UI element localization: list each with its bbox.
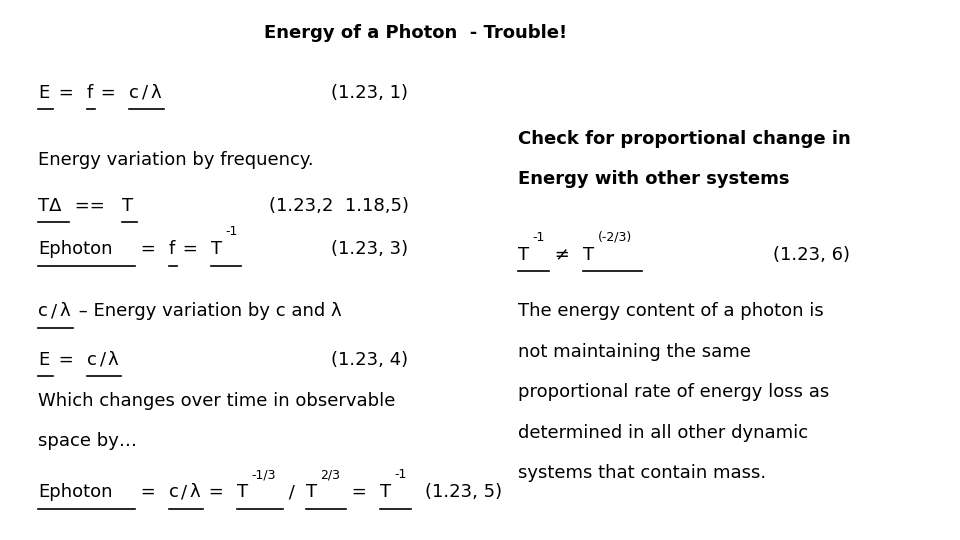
Text: c: c (38, 302, 48, 320)
Text: /: / (181, 483, 187, 501)
Text: =: = (204, 483, 229, 501)
Text: not maintaining the same: not maintaining the same (518, 343, 752, 361)
Text: c: c (87, 351, 97, 369)
Text: Energy with other systems: Energy with other systems (518, 170, 790, 188)
Text: f: f (169, 240, 175, 258)
Text: λ: λ (60, 302, 70, 320)
Text: λ: λ (189, 483, 200, 501)
Text: =: = (134, 240, 161, 258)
Text: (1.23, 1): (1.23, 1) (331, 84, 408, 102)
Text: (1.23, 4): (1.23, 4) (331, 351, 408, 369)
Text: =: = (177, 240, 204, 258)
Text: T: T (237, 483, 249, 501)
Text: (1.23,2  1.18,5): (1.23,2 1.18,5) (269, 197, 409, 215)
Text: The energy content of a photon is: The energy content of a photon is (518, 302, 824, 320)
Text: proportional rate of energy loss as: proportional rate of energy loss as (518, 383, 829, 401)
Text: -1: -1 (533, 231, 545, 244)
Text: 2/3: 2/3 (321, 468, 341, 481)
Text: E: E (38, 84, 50, 102)
Text: T: T (583, 246, 594, 264)
Text: =: = (134, 483, 161, 501)
Text: =: = (95, 84, 122, 102)
Text: c: c (169, 483, 179, 501)
Text: =: = (53, 84, 80, 102)
Text: E: E (38, 351, 50, 369)
Text: space by…: space by… (38, 432, 137, 450)
Text: T: T (518, 246, 530, 264)
Text: determined in all other dynamic: determined in all other dynamic (518, 424, 808, 442)
Text: f: f (87, 84, 93, 102)
Text: =: = (53, 351, 80, 369)
Text: -1: -1 (226, 225, 238, 238)
Text: ≠: ≠ (549, 246, 575, 264)
Text: -1: -1 (395, 468, 407, 481)
Text: (1.23, 3): (1.23, 3) (331, 240, 408, 258)
Text: c: c (130, 84, 139, 102)
Text: Ephoton: Ephoton (38, 240, 113, 258)
Text: (-2/3): (-2/3) (597, 231, 632, 244)
Text: =: = (347, 483, 372, 501)
Text: (1.23, 6): (1.23, 6) (773, 246, 850, 264)
Text: Energy variation by frequency.: Energy variation by frequency. (38, 151, 314, 169)
Text: λ: λ (108, 351, 118, 369)
Text: Ephoton: Ephoton (38, 483, 113, 501)
Text: Which changes over time in observable: Which changes over time in observable (38, 392, 396, 409)
Text: /: / (142, 84, 148, 102)
Text: TΔ: TΔ (38, 197, 61, 215)
Text: T: T (306, 483, 317, 501)
Text: T: T (122, 197, 133, 215)
Text: T: T (380, 483, 392, 501)
Text: λ: λ (150, 84, 160, 102)
Text: Check for proportional change in: Check for proportional change in (518, 130, 852, 147)
Text: (1.23, 5): (1.23, 5) (425, 483, 502, 501)
Text: – Energy variation by c and λ: – Energy variation by c and λ (73, 302, 342, 320)
Text: /: / (100, 351, 106, 369)
Text: systems that contain mass.: systems that contain mass. (518, 464, 766, 482)
Text: Energy of a Photon  - Trouble!: Energy of a Photon - Trouble! (264, 24, 567, 42)
Text: /: / (283, 483, 300, 501)
Text: T: T (211, 240, 222, 258)
Text: ==: == (69, 197, 110, 215)
Text: -1/3: -1/3 (252, 468, 276, 481)
Text: /: / (51, 302, 58, 320)
